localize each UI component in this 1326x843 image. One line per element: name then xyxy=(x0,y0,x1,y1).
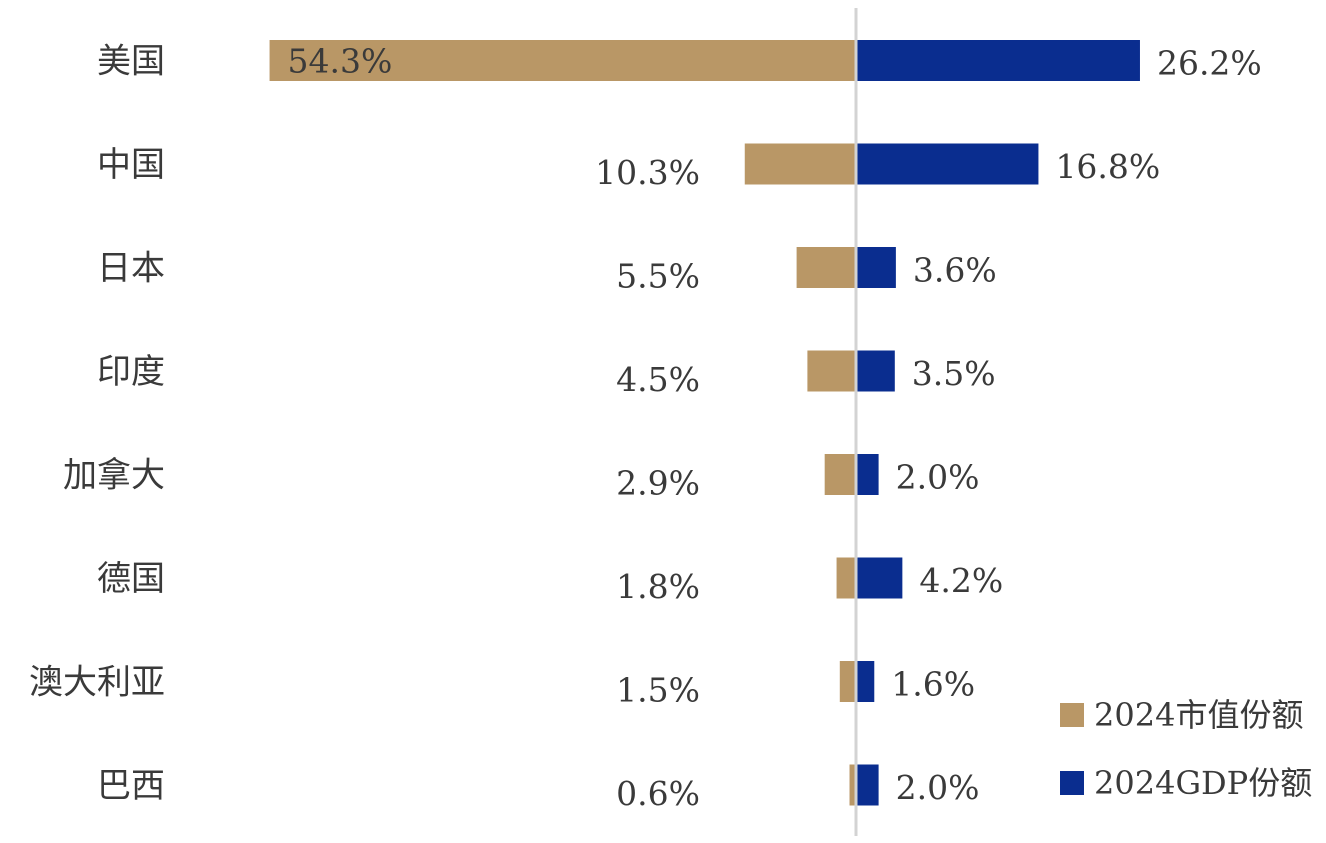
value-label-market-cap-7: 0.6% xyxy=(616,774,700,813)
bar-market-cap-3 xyxy=(807,350,856,392)
category-label-3: 印度 xyxy=(97,352,165,392)
value-label-market-cap-5: 1.8% xyxy=(616,567,700,606)
legend-swatch-market-cap xyxy=(1060,703,1084,727)
category-label-2: 日本 xyxy=(97,249,165,289)
bar-gdp-0 xyxy=(857,40,1140,81)
legend-swatch-gdp xyxy=(1060,771,1084,795)
value-label-gdp-5: 4.2% xyxy=(919,561,1003,600)
category-label-5: 德国 xyxy=(97,559,165,599)
bar-market-cap-0 xyxy=(269,40,856,81)
value-label-market-cap-2: 5.5% xyxy=(616,257,700,296)
value-label-market-cap-4: 2.9% xyxy=(616,464,700,503)
value-label-gdp-4: 2.0% xyxy=(896,458,980,497)
market-cap-bars xyxy=(269,40,856,806)
value-label-market-cap-3: 4.5% xyxy=(616,360,700,399)
value-label-market-cap-0: 54.3% xyxy=(288,42,393,81)
category-label-6: 澳大利亚 xyxy=(29,663,165,703)
legend: 2024市值份额 2024GDP份额 xyxy=(1060,696,1312,802)
value-label-gdp-1: 16.8% xyxy=(1055,147,1160,186)
category-label-0: 美国 xyxy=(97,42,165,82)
category-label-4: 加拿大 xyxy=(63,456,165,496)
value-label-gdp-7: 2.0% xyxy=(896,768,980,807)
value-label-gdp-0: 26.2% xyxy=(1157,44,1262,83)
gdp-bars xyxy=(857,40,1140,806)
bar-gdp-6 xyxy=(857,661,875,702)
bar-gdp-3 xyxy=(857,350,895,392)
bar-gdp-1 xyxy=(857,143,1039,185)
bar-gdp-5 xyxy=(857,557,903,599)
value-label-market-cap-6: 1.5% xyxy=(616,671,700,710)
bar-gdp-2 xyxy=(857,247,896,288)
bar-market-cap-7 xyxy=(849,764,856,806)
category-label-7: 巴西 xyxy=(97,766,165,806)
bar-market-cap-1 xyxy=(744,143,856,185)
value-label-gdp-3: 3.5% xyxy=(912,354,996,393)
value-label-gdp-6: 1.6% xyxy=(891,665,975,704)
bar-market-cap-4 xyxy=(824,454,856,495)
legend-label-market-cap: 2024市值份额 xyxy=(1094,696,1303,734)
value-label-market-cap-1: 10.3% xyxy=(595,153,700,192)
bar-market-cap-6 xyxy=(839,661,856,702)
bar-market-cap-2 xyxy=(796,247,856,288)
value-label-gdp-2: 3.6% xyxy=(913,251,997,290)
bar-market-cap-5 xyxy=(836,557,856,599)
bar-gdp-4 xyxy=(857,454,879,495)
category-label-1: 中国 xyxy=(97,145,165,185)
bar-gdp-7 xyxy=(857,764,879,806)
value-labels: 54.3% 26.2% 10.3% 16.8% 5.5% 3.6% 4.5% 3.5% 2.9%… xyxy=(288,42,1262,814)
legend-label-gdp: 2024GDP份额 xyxy=(1094,764,1312,802)
